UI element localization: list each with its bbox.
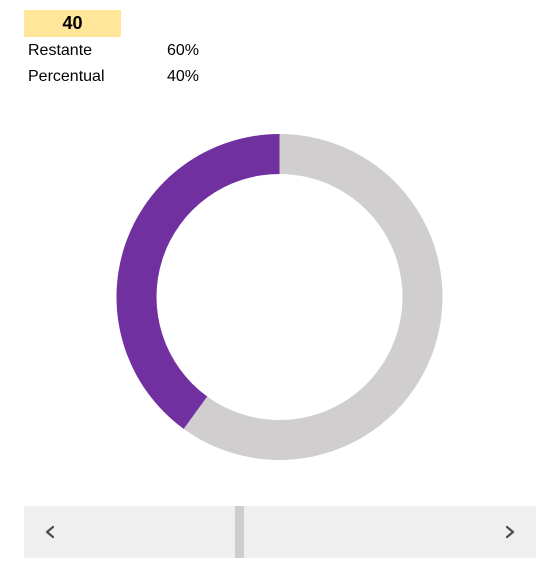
chevron-left-icon xyxy=(45,525,55,539)
scrollbar-thumb[interactable] xyxy=(235,506,244,558)
percentual-percent[interactable]: 40% xyxy=(167,68,200,85)
slice-percentual[interactable] xyxy=(116,134,280,429)
doughnut-chart[interactable] xyxy=(0,0,559,500)
scroll-right-button[interactable] xyxy=(490,506,530,558)
restante-label[interactable]: Restante xyxy=(28,42,93,59)
scroll-left-button[interactable] xyxy=(30,506,70,558)
chevron-right-icon xyxy=(505,525,515,539)
slice-restante[interactable] xyxy=(183,134,443,460)
horizontal-scrollbar[interactable] xyxy=(24,506,536,558)
percentual-label[interactable]: Percentual xyxy=(28,68,105,85)
restante-percent[interactable]: 60% xyxy=(167,42,200,59)
value-cell[interactable]: 40 xyxy=(24,10,121,37)
